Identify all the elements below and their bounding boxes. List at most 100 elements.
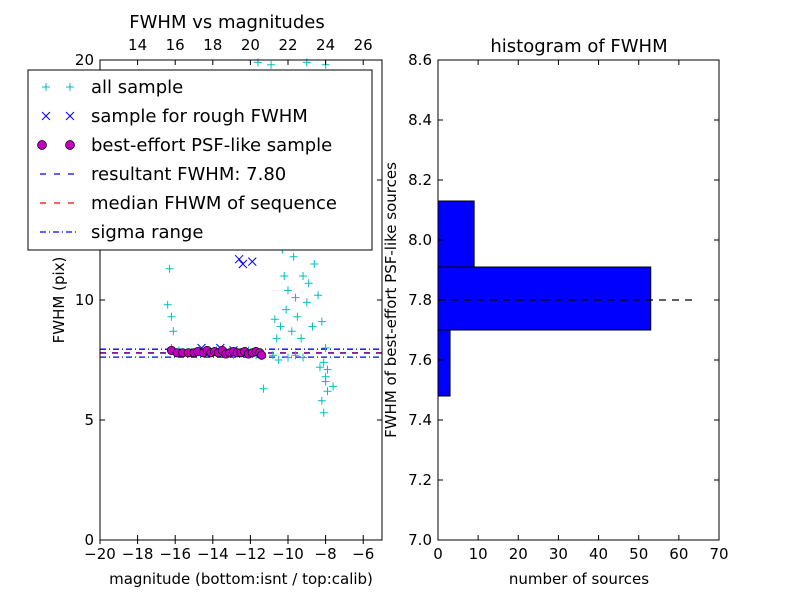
top-x-tick-label: 24 (316, 36, 335, 54)
y-tick-label: 10 (75, 291, 94, 309)
all-sample-point (329, 382, 338, 391)
top-x-tick-label: 20 (241, 36, 260, 54)
top-x-tick-label: 22 (278, 36, 297, 54)
y-tick-label: 20 (75, 51, 94, 69)
y-tick-label: 7.6 (408, 351, 432, 369)
histogram-ticks: 0 10 20 30 40 50 60 70 7.0 7.2 7.4 7.6 7.8 8.0 8.2 8.4 8… (408, 51, 728, 563)
x-tick-label: 70 (709, 545, 728, 563)
all-sample-point (274, 356, 283, 364)
all-sample-point (289, 252, 298, 261)
x-tick-label: −18 (122, 545, 154, 563)
all-sample-point (282, 305, 291, 314)
legend-entry-label: sigma range (91, 222, 203, 243)
legend-marker (42, 83, 50, 91)
x-tick-label: −16 (159, 545, 191, 563)
histogram-ylabel: FWHM of best-effort PSF-like sources (382, 162, 400, 438)
all-sample-point (291, 351, 300, 360)
all-sample-point (317, 396, 326, 405)
x-tick-label: 40 (589, 545, 608, 563)
all-sample-point (293, 312, 302, 321)
y-tick-label: 5 (84, 411, 94, 429)
legend: all sample sample for rough FWHM best-effo… (27, 69, 373, 251)
all-sample-point (314, 291, 323, 300)
y-tick-label: 0 (84, 531, 94, 549)
y-tick-label: 7.4 (408, 411, 432, 429)
legend-entry-label: median FHWM of sequence (91, 193, 337, 214)
x-tick-label: −20 (84, 545, 116, 563)
legend-marker (65, 140, 75, 150)
top-x-tick-label: 18 (203, 36, 222, 54)
y-tick-label: 7.0 (408, 531, 432, 549)
y-tick-label: 8.0 (408, 231, 432, 249)
x-tick-label: 20 (509, 545, 528, 563)
all-sample-point (308, 322, 317, 331)
all-sample-point (291, 293, 300, 302)
all-sample-point (268, 351, 277, 360)
x-tick-label: −12 (235, 545, 267, 563)
x-tick-label: 30 (549, 545, 568, 563)
all-sample-point (284, 286, 292, 295)
x-tick-label: 0 (433, 545, 443, 563)
rough-fwhm-point (234, 254, 244, 264)
legend-marker (66, 83, 74, 91)
rough-fwhm-point (238, 259, 248, 269)
legend-entry-label: resultant FWHM: 7.80 (91, 164, 286, 185)
all-sample-point (284, 353, 292, 362)
all-sample-point (310, 260, 319, 268)
x-tick-label: −6 (352, 545, 374, 563)
all-sample-point (163, 300, 172, 309)
x-tick-label: −10 (272, 545, 304, 563)
all-sample-point (297, 334, 306, 343)
y-tick-label: 8.2 (408, 171, 432, 189)
all-sample-point (167, 312, 176, 321)
y-tick-label: 8.6 (408, 51, 432, 69)
histogram-bar (437, 329, 451, 397)
histogram-bars (437, 200, 652, 397)
all-sample-point (321, 377, 330, 386)
all-sample-point (299, 272, 308, 280)
scatter-xlabel: magnitude (bottom:isnt / top:calib) (109, 570, 373, 588)
all-sample-point (272, 334, 281, 343)
all-sample-point (270, 315, 279, 324)
all-sample-point (276, 322, 285, 331)
scatter-title: FWHM vs magnitudes (129, 12, 324, 33)
all-sample-point (319, 408, 328, 417)
legend-entry-label: sample for rough FWHM (91, 106, 308, 127)
x-tick-label: 60 (669, 545, 688, 563)
histogram-panel: 0 10 20 30 40 50 60 70 7.0 7.2 7.4 7.6 7.8 8.0 8.2 8.4 8… (382, 36, 729, 588)
x-tick-label: −14 (197, 545, 229, 563)
all-sample-point (321, 344, 330, 352)
rough-fwhm-point (247, 257, 257, 266)
all-sample-point (280, 272, 289, 280)
all-sample-point (267, 60, 276, 69)
all-sample-point (165, 264, 174, 273)
all-sample-point (287, 327, 296, 336)
top-x-tick-label: 16 (166, 36, 185, 54)
x-tick-label: 50 (629, 545, 648, 563)
legend-box (27, 69, 373, 251)
x-tick-label: −8 (315, 545, 337, 563)
legend-marker (65, 111, 75, 121)
all-sample-point (323, 387, 332, 396)
legend-entry-label: best-effort PSF-like sample (91, 135, 332, 156)
y-tick-label: 7.8 (408, 291, 432, 309)
legend-marker (37, 140, 47, 150)
all-sample-point (317, 317, 326, 326)
scatter-ylabel: FWHM (pix) (50, 257, 68, 344)
histogram-xlabel: number of sources (509, 570, 649, 588)
all-sample-point (315, 363, 324, 372)
y-tick-label: 7.2 (408, 471, 432, 489)
legend-entry-label: all sample (91, 77, 183, 98)
histogram-bar (437, 200, 475, 268)
psf-sample-point (257, 350, 267, 360)
reference-lines (100, 348, 382, 358)
all-sample-point (319, 358, 328, 367)
histogram-title: histogram of FWHM (490, 36, 667, 57)
top-x-tick-label: 14 (128, 36, 147, 54)
all-sample-point (323, 365, 332, 374)
all-sample-point (299, 353, 308, 362)
scatter-panel: −20−18−16−14−12−10−8−6051015201416182022… (27, 12, 383, 588)
histogram-bar (437, 266, 652, 331)
all-sample-point (302, 298, 311, 307)
